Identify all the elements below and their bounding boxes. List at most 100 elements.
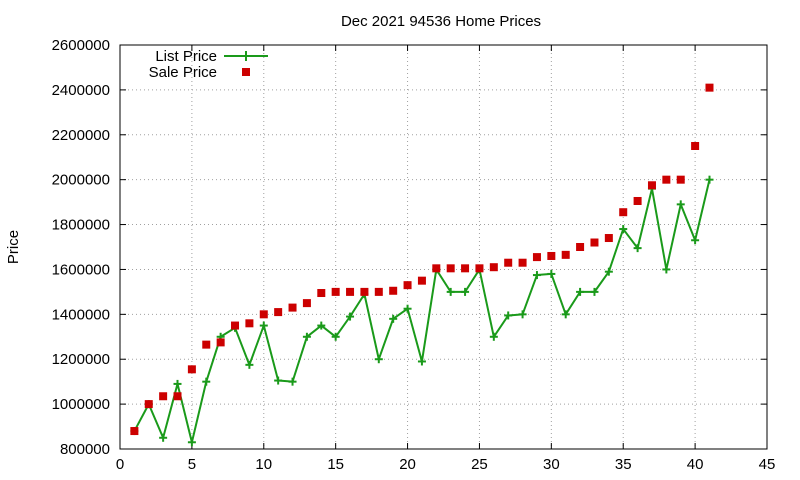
y-tick-label: 800000 [60, 441, 110, 458]
sale-price-point [417, 276, 426, 285]
list-price-point [489, 332, 498, 341]
sale-price-point [590, 238, 599, 247]
y-tick-label: 2200000 [52, 127, 110, 144]
sale-price-point [561, 250, 570, 259]
sale-price-point [202, 340, 211, 349]
x-tick-label: 35 [615, 456, 632, 473]
legend-label-list-price: List Price [155, 48, 217, 65]
list-price-point [705, 175, 714, 184]
x-tick-label: 45 [759, 456, 776, 473]
sale-price-point [446, 264, 455, 273]
sale-price-point [705, 83, 714, 92]
list-price-point [461, 287, 470, 296]
y-tick-label: 2400000 [52, 82, 110, 99]
y-tick-label: 1400000 [52, 306, 110, 323]
x-tick-label: 15 [327, 456, 344, 473]
sale-price-point [461, 264, 470, 273]
sale-price-point [432, 264, 441, 273]
list-price-point [159, 433, 168, 442]
sale-price-point [532, 253, 541, 262]
sale-price-point [403, 281, 412, 290]
sale-price-point [604, 234, 613, 243]
sale-price-point [173, 392, 182, 401]
list-price-point [317, 321, 326, 330]
list-price-point [676, 200, 685, 209]
plot-frame [119, 44, 768, 450]
sale-price-point [216, 338, 225, 347]
list-price-point [590, 287, 599, 296]
sale-price-point [302, 299, 311, 308]
sale-price-point [331, 287, 340, 296]
sale-price-point [346, 287, 355, 296]
x-tick-label: 40 [687, 456, 704, 473]
list-price-point [619, 225, 628, 234]
x-tick-label: 5 [188, 456, 196, 473]
grid-lines [120, 45, 767, 449]
sale-price-point [130, 427, 139, 436]
list-price-point [547, 269, 556, 278]
list-price-point [633, 244, 642, 253]
sale-price-point [259, 310, 268, 319]
x-tick-label: 10 [255, 456, 272, 473]
sale-price-point [159, 392, 168, 401]
list-price-point [346, 312, 355, 321]
sale-price-point [389, 286, 398, 295]
list-price-point [518, 310, 527, 319]
sale-price-point [647, 181, 656, 190]
x-tick-label: 0 [116, 456, 124, 473]
y-tick-label: 1600000 [52, 261, 110, 278]
x-tick-label: 20 [399, 456, 416, 473]
sale-price-point [504, 258, 513, 267]
sale-price-point [144, 400, 153, 409]
chart-title: Dec 2021 94536 Home Prices [341, 13, 541, 30]
axis-ticks: 0 5 10 15 20 25 30 35 40 45 800000 1000000 1200000 14… [52, 37, 776, 473]
list-price-point [302, 332, 311, 341]
sale-price-point [691, 142, 700, 150]
sale-price-point [662, 175, 671, 184]
sale-price-point [317, 289, 326, 298]
list-price-point [561, 310, 570, 319]
sale-price-point [374, 287, 383, 296]
list-price-point [202, 377, 211, 386]
list-price-point [532, 271, 541, 280]
list-price-point [187, 438, 196, 447]
list-price-point [259, 321, 268, 330]
sale-price-point [489, 263, 498, 272]
sale-price-point [274, 308, 283, 317]
list-price-point [504, 311, 513, 320]
sale-price-point [676, 175, 685, 184]
list-price-point [374, 355, 383, 364]
sale-price-point [187, 365, 196, 374]
y-tick-label: 1200000 [52, 351, 110, 368]
list-price-point [389, 314, 398, 323]
list-price-point [245, 360, 254, 369]
list-price-point [403, 304, 412, 313]
sale-price-point [547, 251, 556, 260]
list-price-point [446, 287, 455, 296]
list-price-point [417, 357, 426, 366]
y-tick-label: 2600000 [52, 37, 110, 54]
list-price-point [662, 265, 671, 274]
sale-price-point [360, 287, 369, 296]
sale-price-point [633, 196, 642, 205]
legend: List Price Sale Price [149, 48, 268, 81]
sale-price-point [245, 319, 254, 328]
list-price-line [133, 179, 711, 444]
y-tick-label: 2000000 [52, 172, 110, 189]
list-price-point [576, 287, 585, 296]
x-tick-label: 30 [543, 456, 560, 473]
legend-marker-list-price [241, 51, 251, 61]
sale-price-point [231, 321, 240, 330]
list-price-point [691, 236, 700, 245]
sale-price-point [475, 264, 484, 273]
list-price-point [288, 377, 297, 386]
sale-price-point [576, 243, 585, 251]
sale-price-point [518, 258, 527, 267]
y-tick-label: 1000000 [52, 396, 110, 413]
list-price-point [274, 376, 283, 385]
x-tick-label: 25 [471, 456, 488, 473]
data-series [130, 83, 714, 447]
legend-marker-sale-price [242, 68, 250, 76]
y-tick-label: 1800000 [52, 217, 110, 234]
